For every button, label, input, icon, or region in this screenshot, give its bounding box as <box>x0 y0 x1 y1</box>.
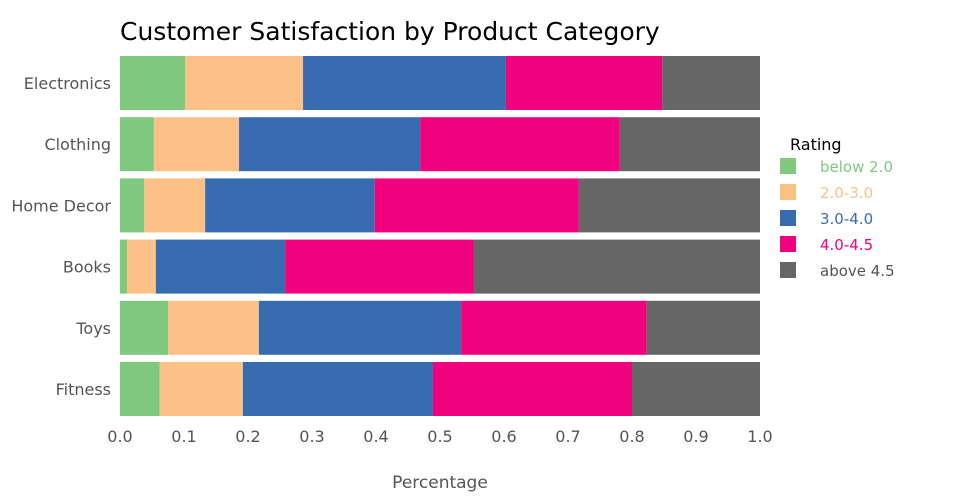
bar-segment <box>153 117 240 172</box>
x-axis-label: Percentage <box>392 473 488 493</box>
x-tick-label: 0.3 <box>299 427 324 446</box>
bar-segment <box>127 239 156 294</box>
y-tick-label: Fitness <box>56 380 111 399</box>
bar-segment <box>258 300 462 355</box>
y-tick-label: Home Decor <box>11 196 111 215</box>
bar-segment <box>155 239 286 294</box>
x-tick-label: 1.0 <box>747 427 772 446</box>
x-tick-label: 0.4 <box>363 427 388 446</box>
bar-segment <box>120 239 128 294</box>
bar-segment <box>420 117 620 172</box>
x-tick-label: 0.1 <box>171 427 196 446</box>
bar-segment <box>619 117 760 172</box>
chart-title: Customer Satisfaction by Product Categor… <box>120 17 660 46</box>
bar-segment <box>578 178 760 233</box>
bar-segment <box>144 178 206 233</box>
bar-segment <box>205 178 375 233</box>
bar-segment <box>159 362 243 416</box>
legend-swatch <box>780 236 796 252</box>
x-tick-label: 0.0 <box>107 427 132 446</box>
bar-segment <box>239 117 421 172</box>
legend-swatch <box>780 262 796 278</box>
bar-segment <box>646 300 760 355</box>
bar-segment <box>662 56 760 110</box>
x-tick-label: 0.8 <box>619 427 644 446</box>
legend-label: 2.0-3.0 <box>820 184 873 202</box>
legend-swatch <box>780 184 796 200</box>
x-tick-label: 0.2 <box>235 427 260 446</box>
y-tick-label: Toys <box>75 319 111 338</box>
bar-segment <box>632 362 760 416</box>
legend-label: above 4.5 <box>820 262 895 280</box>
x-tick-label: 0.7 <box>555 427 580 446</box>
legend-title: Rating <box>790 135 842 154</box>
x-tick-label: 0.5 <box>427 427 452 446</box>
bar-segment <box>120 300 168 355</box>
bar-segment <box>432 362 632 416</box>
bar-segment <box>120 178 145 233</box>
y-tick-label: Electronics <box>24 74 111 93</box>
bar-segment <box>120 362 160 416</box>
legend: Rating below 2.0 2.0-3.0 3.0-4.0 4.0-4.5 abo… <box>780 135 895 280</box>
x-tick-label: 0.9 <box>683 427 708 446</box>
bar-segment <box>374 178 579 233</box>
y-tick-label: Clothing <box>44 135 111 154</box>
bar-segment <box>303 56 506 110</box>
bar-segment <box>168 300 259 355</box>
y-tick-label: Books <box>63 258 111 277</box>
legend-swatch <box>780 210 796 226</box>
legend-label: below 2.0 <box>820 158 893 176</box>
legend-label: 3.0-4.0 <box>820 210 873 228</box>
x-tick-label: 0.6 <box>491 427 516 446</box>
legend-swatch <box>780 158 796 174</box>
bar-segment <box>505 56 663 110</box>
legend-label: 4.0-4.5 <box>820 236 873 254</box>
bar-segment <box>461 300 647 355</box>
bar-segment <box>473 239 760 294</box>
bar-segment <box>185 56 304 110</box>
bar-segment <box>120 56 186 110</box>
bar-segment <box>242 362 433 416</box>
bar-segment <box>120 117 154 172</box>
bar-segment <box>285 239 474 294</box>
